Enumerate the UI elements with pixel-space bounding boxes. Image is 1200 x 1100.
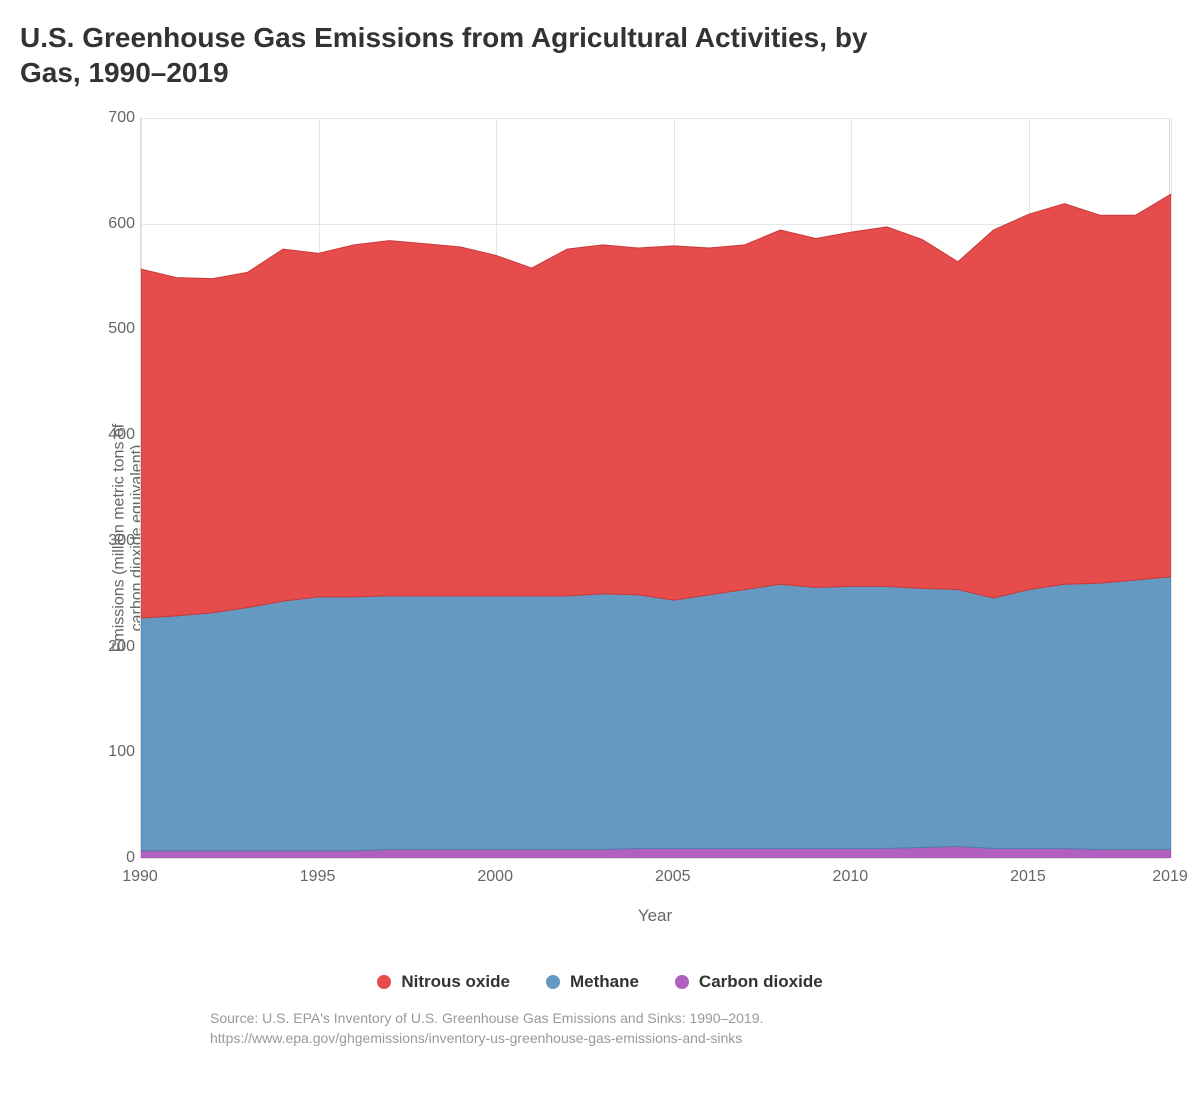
legend-swatch <box>675 975 689 989</box>
legend-label: Carbon dioxide <box>699 972 823 992</box>
source-line-2: https://www.epa.gov/ghgemissions/invento… <box>210 1028 1180 1048</box>
area-svg <box>141 118 1171 858</box>
chart-title: U.S. Greenhouse Gas Emissions from Agric… <box>20 20 920 90</box>
gridline-v <box>1171 118 1172 857</box>
x-tick-label: 2010 <box>833 868 869 886</box>
x-tick-label: 2005 <box>655 868 691 886</box>
y-tick-label: 300 <box>75 532 135 550</box>
y-tick-label: 700 <box>75 109 135 127</box>
source-note: Source: U.S. EPA's Inventory of U.S. Gre… <box>20 1008 1180 1049</box>
y-tick-label: 200 <box>75 638 135 656</box>
gridline-h <box>141 858 1169 859</box>
legend-label: Methane <box>570 972 639 992</box>
legend-swatch <box>377 975 391 989</box>
y-tick-label: 400 <box>75 426 135 444</box>
area-series-nitrous-oxide <box>141 194 1171 618</box>
x-tick-label: 1990 <box>122 868 158 886</box>
y-tick-label: 100 <box>75 743 135 761</box>
x-tick-label: 2019 <box>1152 868 1188 886</box>
plot-area <box>140 118 1170 858</box>
legend-swatch <box>546 975 560 989</box>
legend-item-carbon-dioxide[interactable]: Carbon dioxide <box>675 972 823 992</box>
x-tick-label: 2015 <box>1010 868 1046 886</box>
area-series-methane <box>141 577 1171 851</box>
chart-area: Emissions (million metric tons of carbon… <box>20 108 1180 968</box>
y-tick-label: 500 <box>75 320 135 338</box>
y-tick-label: 0 <box>75 849 135 867</box>
x-tick-label: 2000 <box>477 868 513 886</box>
legend-item-nitrous-oxide[interactable]: Nitrous oxide <box>377 972 510 992</box>
legend-label: Nitrous oxide <box>401 972 510 992</box>
legend-item-methane[interactable]: Methane <box>546 972 639 992</box>
y-tick-label: 600 <box>75 215 135 233</box>
legend: Nitrous oxide Methane Carbon dioxide <box>20 972 1180 994</box>
x-tick-label: 1995 <box>300 868 336 886</box>
x-axis-label: Year <box>140 906 1170 926</box>
source-line-1: Source: U.S. EPA's Inventory of U.S. Gre… <box>210 1008 1180 1028</box>
